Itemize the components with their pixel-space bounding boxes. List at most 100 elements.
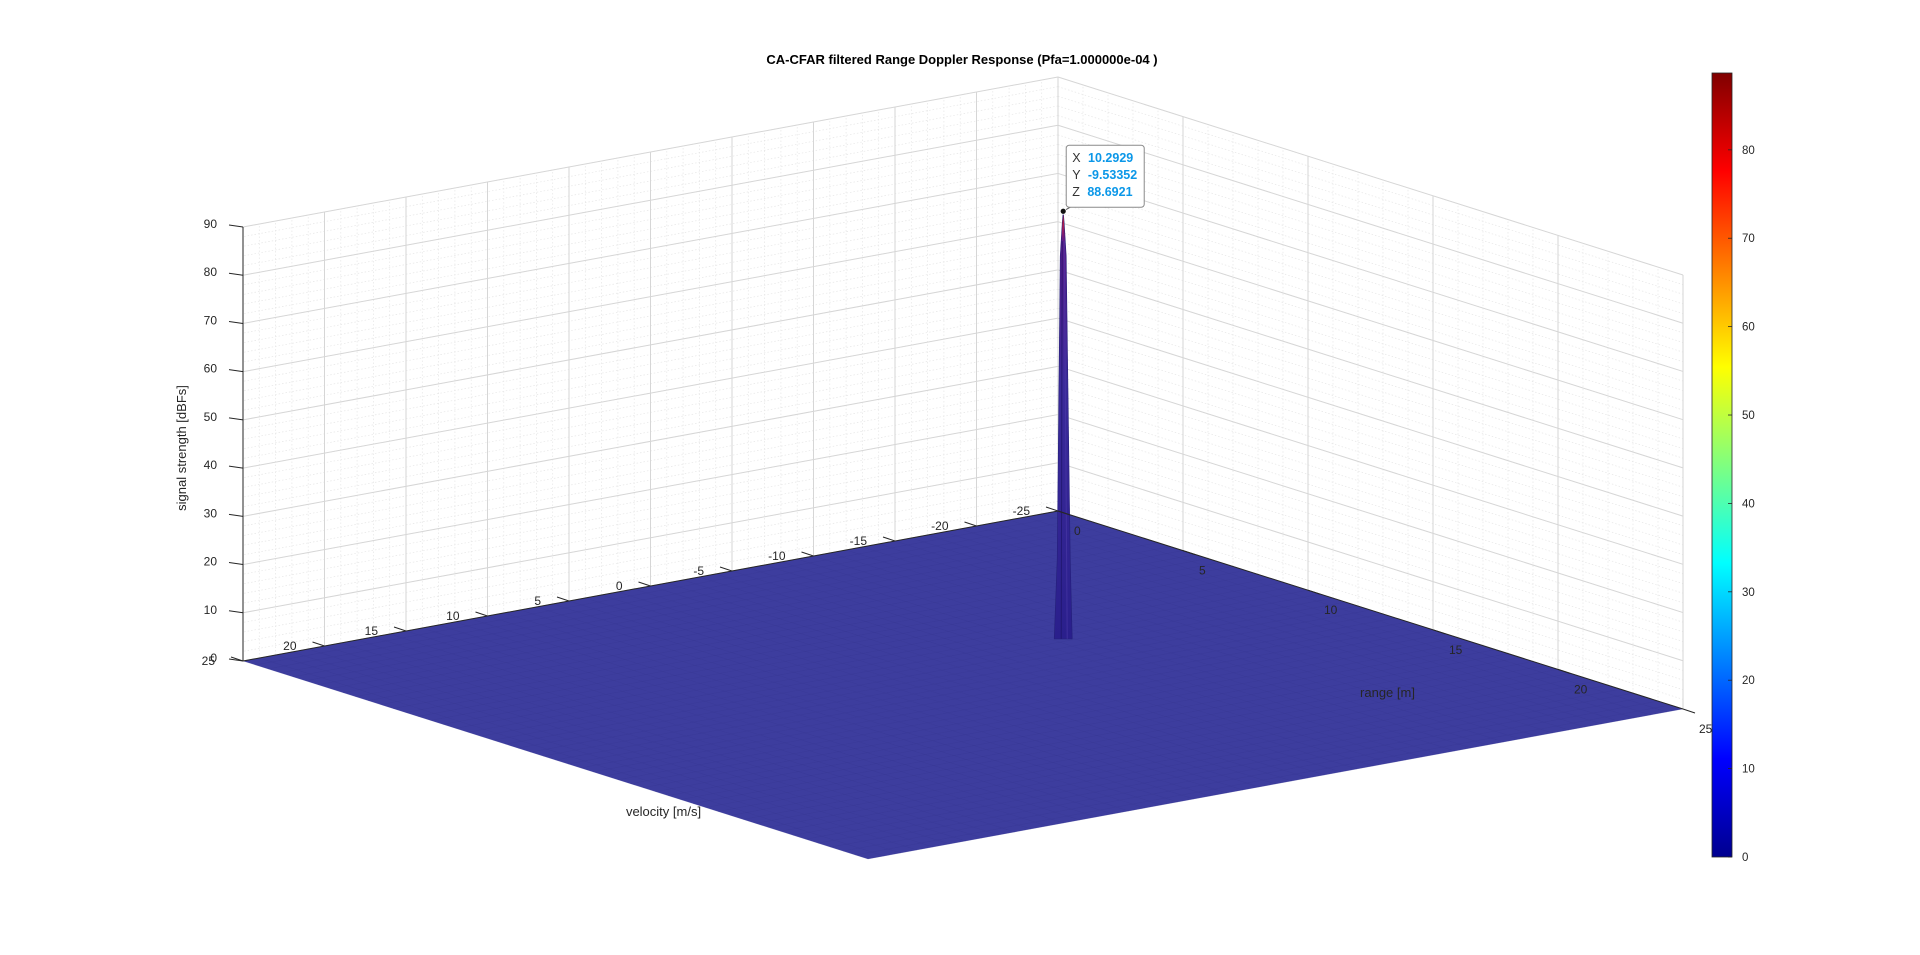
y-tick-label: -5 — [693, 564, 704, 578]
y-axis-ticks: -25 -20 -15 -10 -5 0 5 10 15 20 25 — [202, 504, 1059, 668]
y-tick-mark — [1045, 506, 1059, 512]
grid-line — [242, 269, 1059, 421]
x-tick-label: 0 — [1074, 524, 1081, 538]
x-tick-mark — [1307, 589, 1321, 595]
y-tick-label: 0 — [616, 579, 623, 593]
z-tick-mark — [228, 224, 244, 228]
data-tip-y-value: -9.53352 — [1088, 168, 1137, 182]
x-tick-mark — [1682, 708, 1696, 714]
grid-line — [1057, 124, 1684, 324]
grid-line — [1057, 414, 1684, 614]
x-tick-label: 15 — [1449, 643, 1463, 657]
z-tick-mark — [228, 513, 244, 517]
grid-line — [1057, 365, 1684, 565]
y-tick-mark — [312, 641, 325, 647]
data-tip-z-value: 88.6921 — [1087, 185, 1132, 199]
z-axis-label: signal strength [dBFs] — [174, 385, 189, 511]
data-tip-x-value: 10.2929 — [1088, 151, 1133, 165]
y-tick-label: -20 — [931, 519, 949, 533]
grid-line — [242, 414, 1059, 566]
x-tick-mark — [1182, 550, 1196, 556]
x-tick-mark — [1432, 629, 1446, 635]
y-tick-mark — [475, 611, 488, 617]
x-tick-label: 5 — [1199, 564, 1206, 578]
colorbar-tick-label: 30 — [1742, 587, 1755, 599]
data-tip-z-label: Z — [1072, 185, 1080, 199]
colorbar-tick-label: 60 — [1742, 322, 1755, 334]
y-tick-mark — [719, 566, 733, 572]
y-tick-mark — [556, 596, 570, 602]
colorbar: 0 10 20 30 40 50 60 70 80 — [1711, 72, 1755, 864]
grid-line — [1057, 76, 1684, 276]
data-tip-y: Y -9.53352 — [1072, 168, 1137, 182]
x-axis-label: range [m] — [1360, 685, 1415, 700]
grid-line — [1057, 221, 1684, 421]
grid-line — [1057, 269, 1684, 469]
z-tick-mark — [228, 562, 244, 566]
y-tick-label: -10 — [768, 549, 786, 563]
z-tick-label: 20 — [204, 555, 218, 569]
data-tip-x: X 10.2929 — [1072, 151, 1133, 165]
colorbar-gradient — [1711, 72, 1733, 858]
grid-line — [242, 317, 1059, 469]
z-tick-label: 40 — [204, 458, 218, 472]
y-tick-label: -25 — [1013, 504, 1031, 518]
z-tick-label: 10 — [204, 603, 218, 617]
y-tick-label: 25 — [202, 654, 216, 668]
x-tick-label: 25 — [1699, 722, 1713, 736]
y-tick-mark — [882, 536, 896, 542]
z-axis-ticks: 0 10 20 30 40 50 60 70 80 90 — [204, 217, 244, 665]
colorbar-tick-label: 40 — [1742, 498, 1755, 510]
z-tick-label: 60 — [204, 362, 218, 376]
z-tick-mark — [228, 272, 244, 276]
peak-spike-surface — [1053, 211, 1073, 640]
grid-line — [242, 462, 1059, 614]
data-tip[interactable]: X 10.2929 Y -9.53352 Z 88.6921 — [1059, 144, 1145, 215]
grid-line — [1057, 462, 1684, 662]
data-tip-x-label: X — [1072, 151, 1081, 165]
x-tick-mark — [1057, 510, 1071, 516]
surface-mesh — [242, 510, 1684, 860]
z-tick-label: 0 — [210, 651, 217, 665]
peak-spike — [1053, 211, 1073, 640]
y-tick-mark — [638, 581, 651, 587]
y-axis-label: velocity [m/s] — [626, 804, 701, 819]
grid-line — [242, 76, 1059, 228]
z-tick-label: 80 — [204, 265, 218, 279]
x-tick-mark — [1557, 668, 1571, 674]
colorbar-tick-label: 80 — [1742, 145, 1755, 157]
data-tip-box[interactable] — [1065, 144, 1145, 208]
z-tick-mark — [228, 610, 244, 614]
data-tip-y-label: Y — [1072, 168, 1081, 182]
y-tick-label: -15 — [850, 534, 868, 548]
grid-line — [242, 365, 1059, 517]
y-tick-label: 15 — [365, 624, 379, 638]
colorbar-tick-label: 0 — [1742, 852, 1748, 864]
y-tick-mark — [393, 626, 407, 632]
z-tick-mark — [228, 465, 244, 469]
y-tick-label: 5 — [534, 594, 541, 608]
colorbar-tick-label: 10 — [1742, 764, 1755, 776]
colorbar-tick-label: 50 — [1742, 410, 1755, 422]
data-tip-marker[interactable] — [1059, 207, 1067, 215]
x-tick-label: 20 — [1574, 682, 1588, 696]
z-tick-label: 30 — [204, 506, 218, 520]
z-tick-mark — [228, 417, 244, 421]
grid-line — [242, 124, 1059, 276]
colorbar-tick-label: 70 — [1742, 233, 1755, 245]
y-tick-label: 20 — [283, 639, 297, 653]
y-tick-mark — [801, 551, 814, 557]
y-tick-mark — [964, 521, 977, 527]
y-tick-label: 10 — [446, 609, 460, 623]
grid-line — [242, 221, 1059, 373]
grid-line — [242, 172, 1059, 324]
y-tick-mark — [230, 656, 244, 662]
z-tick-mark — [228, 320, 244, 324]
colorbar-ticks: 0 10 20 30 40 50 60 70 80 — [1728, 145, 1755, 864]
z-tick-label: 50 — [204, 410, 218, 424]
x-axis-ticks: 0 5 10 15 20 25 — [1057, 510, 1713, 736]
grid-lines — [242, 76, 1684, 710]
grid-line — [1057, 172, 1684, 372]
chart-title: CA-CFAR filtered Range Doppler Response … — [766, 52, 1157, 67]
